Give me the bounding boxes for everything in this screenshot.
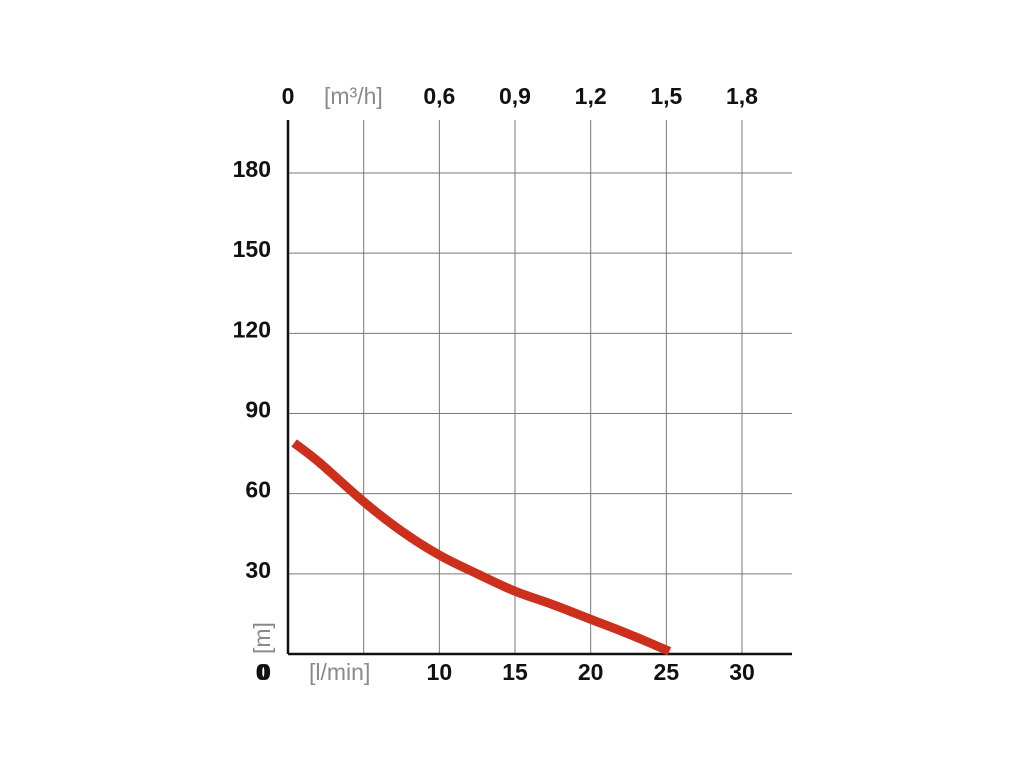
x-tick-label: 0 bbox=[256, 659, 269, 685]
x-top-tick-label: 0 bbox=[282, 83, 295, 109]
x-top-tick-label: 0,9 bbox=[499, 83, 531, 109]
x-axis-unit-label: [l/min] bbox=[309, 659, 370, 685]
y-axis-unit-label: [m] bbox=[249, 622, 275, 654]
y-tick-label: 150 bbox=[233, 236, 271, 262]
y-tick-label: 90 bbox=[245, 397, 271, 423]
x-tick-label: 30 bbox=[729, 659, 755, 685]
y-tick-label: 120 bbox=[233, 316, 271, 342]
performance-curve-line bbox=[291, 439, 672, 656]
y-tick-label: 30 bbox=[245, 557, 271, 583]
y-tick-label: 180 bbox=[233, 156, 271, 182]
x-tick-label: 10 bbox=[427, 659, 453, 685]
x-top-tick-label: 1,5 bbox=[650, 83, 682, 109]
x-top-tick-label: 1,8 bbox=[726, 83, 758, 109]
series-layer bbox=[291, 439, 672, 656]
grid-lines bbox=[288, 120, 792, 654]
x-top-tick-label: 0,6 bbox=[423, 83, 455, 109]
y-tick-label: 0 bbox=[258, 659, 271, 685]
x-tick-label: 25 bbox=[654, 659, 680, 685]
axes bbox=[286, 120, 792, 656]
x-axis-top-unit-label: [m³/h] bbox=[324, 83, 383, 109]
x-tick-label: 15 bbox=[502, 659, 528, 685]
y-tick-label: 60 bbox=[245, 477, 271, 503]
x-tick-label: 20 bbox=[578, 659, 604, 685]
x-top-tick-label: 1,2 bbox=[575, 83, 607, 109]
